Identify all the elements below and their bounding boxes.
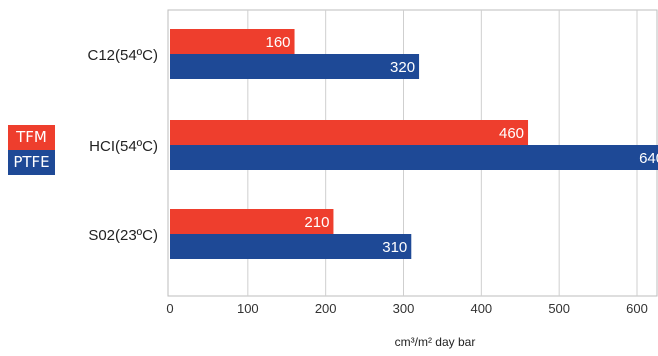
x-tick-label: 500 [548, 301, 570, 316]
category-labels: C12(54ºC) HCI(54ºC) S02(23ºC) [87, 47, 158, 244]
x-tick-labels: 0 100 200 300 400 500 600 [166, 301, 647, 316]
bar-tfm [170, 29, 295, 54]
legend-ptfe: PTFE [8, 150, 55, 175]
bar-ptfe [170, 54, 420, 79]
legend-tfm: TFM [8, 125, 55, 150]
x-tick-label: 100 [237, 301, 259, 316]
x-tick-label: 0 [166, 301, 173, 316]
bar-ptfe [170, 145, 658, 170]
data-label: 160 [266, 34, 291, 51]
bar-tfm [170, 120, 529, 145]
x-axis-label: cm³/m² day bar [395, 335, 476, 349]
x-tick-label: 400 [470, 301, 492, 316]
data-label: 310 [382, 239, 407, 256]
data-label: 210 [304, 214, 329, 231]
category-label: C12(54ºC) [87, 47, 158, 64]
x-tick-label: 200 [315, 301, 337, 316]
data-label: 640 [639, 150, 658, 167]
data-label: 460 [499, 125, 524, 142]
bar-ptfe [170, 234, 412, 259]
data-label: 320 [390, 59, 415, 76]
bar-tfm [170, 209, 334, 234]
x-tick-label: 600 [626, 301, 648, 316]
data-labels: 160 320 460 640 210 310 [266, 34, 658, 256]
bars [170, 29, 658, 259]
x-tick-label: 300 [393, 301, 415, 316]
category-label: HCI(54ºC) [89, 138, 158, 155]
category-label: S02(23ºC) [88, 227, 158, 244]
